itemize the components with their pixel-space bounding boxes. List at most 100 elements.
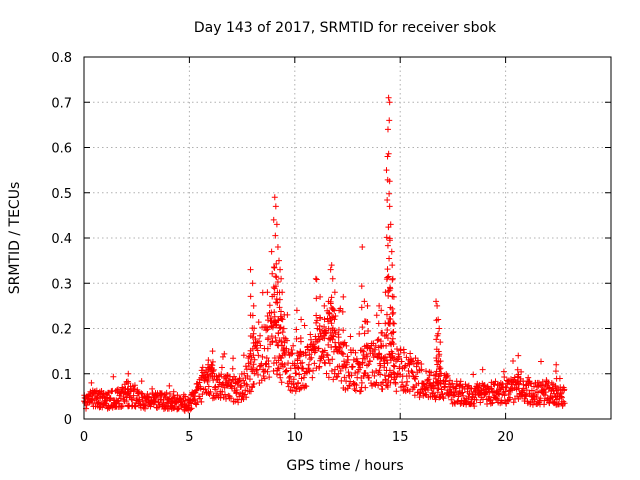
- data-point: [244, 383, 251, 390]
- data-point: [506, 394, 513, 401]
- data-point: [265, 357, 272, 364]
- x-tick-label: 5: [185, 430, 193, 445]
- data-point: [434, 389, 441, 396]
- data-point: [446, 377, 453, 384]
- data-point: [131, 386, 138, 393]
- data-point: [241, 370, 248, 377]
- data-point: [412, 375, 419, 382]
- data-point: [401, 349, 408, 356]
- data-point: [268, 309, 275, 316]
- data-point: [131, 402, 138, 409]
- data-point: [537, 381, 544, 388]
- data-point: [168, 397, 175, 404]
- data-point: [281, 339, 288, 346]
- data-point: [384, 384, 391, 391]
- data-point: [361, 343, 368, 350]
- data-point: [384, 242, 391, 249]
- data-point: [88, 379, 95, 386]
- data-point: [253, 367, 260, 374]
- data-point: [423, 368, 430, 375]
- data-point: [270, 319, 277, 326]
- data-point: [329, 356, 336, 363]
- data-point: [503, 384, 510, 391]
- data-point: [312, 344, 319, 351]
- data-point: [477, 399, 484, 406]
- data-point: [330, 376, 337, 383]
- data-point: [329, 336, 336, 343]
- data-point: [328, 320, 335, 327]
- y-tick-labels: 0 0.1 0.2 0.3 0.4 0.5 0.6 0.7 0.8: [51, 51, 72, 428]
- data-point: [436, 325, 443, 332]
- data-point: [385, 94, 392, 101]
- data-point: [441, 384, 448, 391]
- data-point: [107, 395, 114, 402]
- data-point: [271, 285, 278, 292]
- data-point: [266, 374, 273, 381]
- data-point: [272, 322, 279, 329]
- data-point: [515, 371, 522, 378]
- data-point: [278, 315, 285, 322]
- data-point: [103, 397, 110, 404]
- data-point: [278, 355, 285, 362]
- data-point: [358, 304, 365, 311]
- data-point: [307, 341, 314, 348]
- data-point: [263, 327, 270, 334]
- data-point: [459, 389, 466, 396]
- data-point: [245, 363, 252, 370]
- data-point: [436, 363, 443, 370]
- data-point: [220, 375, 227, 382]
- data-point: [533, 384, 540, 391]
- data-point: [273, 221, 280, 228]
- data-point: [257, 342, 264, 349]
- data-point: [488, 385, 495, 392]
- data-point: [321, 302, 328, 309]
- data-point: [435, 330, 442, 337]
- data-point: [199, 364, 206, 371]
- data-point: [492, 378, 499, 385]
- data-point: [384, 197, 391, 204]
- data-point: [340, 327, 347, 334]
- data-point: [466, 390, 473, 397]
- data-point: [270, 368, 277, 375]
- data-point: [95, 399, 102, 406]
- data-point: [271, 313, 278, 320]
- data-point: [390, 293, 397, 300]
- tick-marks: [83, 56, 611, 420]
- data-point: [274, 278, 281, 285]
- data-point: [294, 350, 301, 357]
- data-point: [95, 399, 102, 406]
- data-point: [290, 376, 297, 383]
- data-point: [283, 345, 290, 352]
- data-point: [286, 374, 293, 381]
- data-point: [444, 372, 451, 379]
- data-point: [306, 368, 313, 375]
- data-point: [210, 366, 217, 373]
- data-point: [331, 327, 338, 334]
- data-point: [386, 99, 393, 106]
- data-point: [406, 372, 413, 379]
- data-point: [471, 403, 478, 410]
- data-point: [346, 382, 353, 389]
- data-point: [348, 372, 355, 379]
- data-point: [277, 308, 284, 315]
- data-point: [412, 373, 419, 380]
- data-point: [384, 274, 391, 281]
- data-point: [157, 396, 164, 403]
- data-point: [324, 352, 331, 359]
- data-point: [271, 354, 278, 361]
- data-point: [219, 353, 226, 360]
- y-tick-label: 0.6: [51, 142, 72, 157]
- y-tick-label: 0.7: [51, 96, 72, 111]
- data-point: [264, 368, 271, 375]
- data-point: [433, 368, 440, 375]
- data-point: [437, 370, 444, 377]
- data-point: [335, 339, 342, 346]
- data-point: [364, 353, 371, 360]
- data-point: [549, 394, 556, 401]
- data-point: [275, 317, 282, 324]
- data-point: [300, 365, 307, 372]
- data-point: [386, 190, 393, 197]
- data-point: [479, 366, 486, 373]
- data-point: [255, 319, 262, 326]
- data-point: [230, 355, 237, 362]
